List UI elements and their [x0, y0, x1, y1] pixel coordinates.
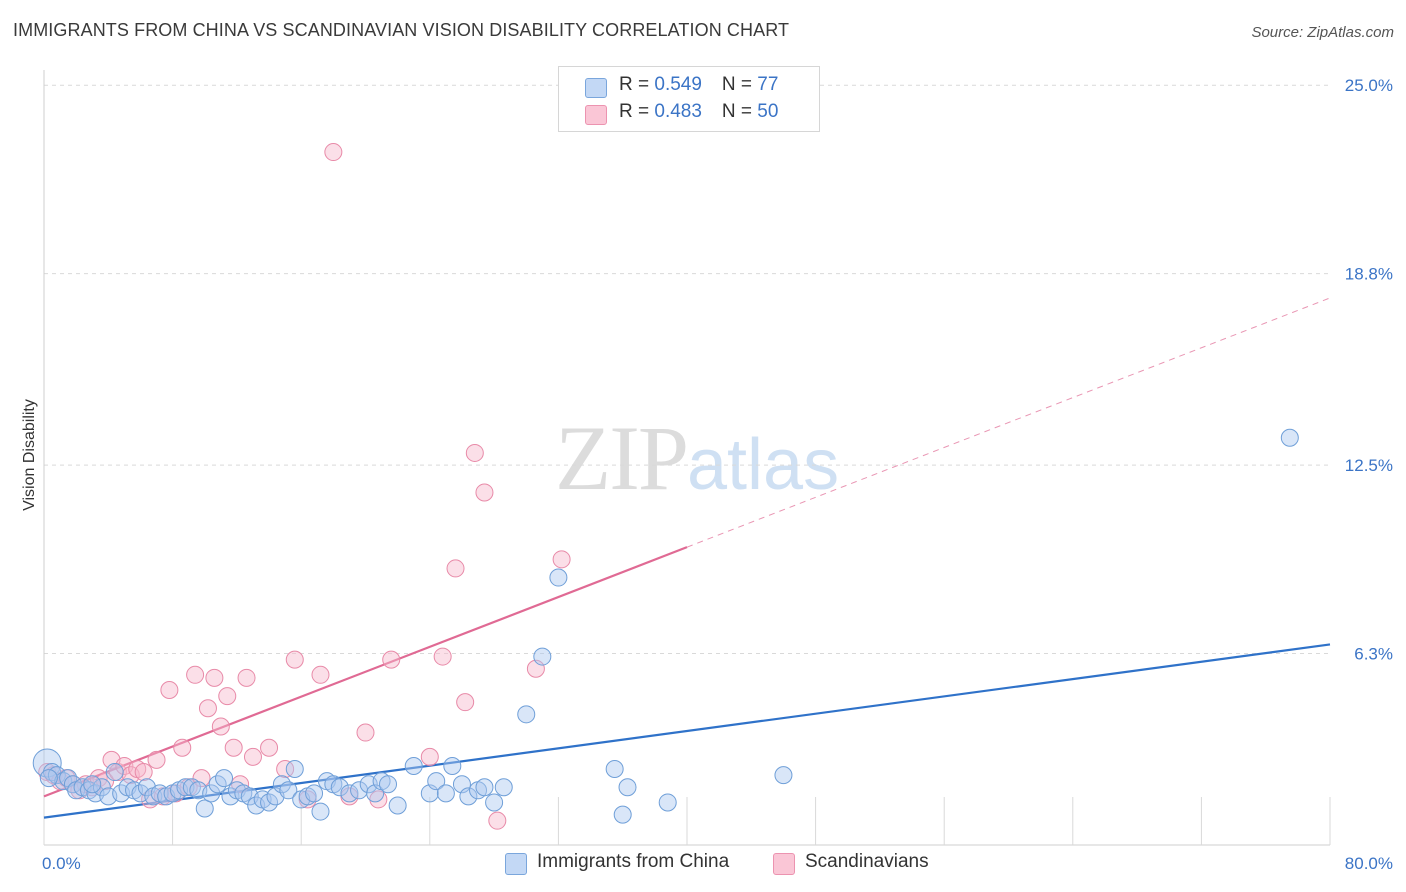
scandinavians-trend-extension [686, 297, 1331, 548]
china-point [605, 760, 624, 779]
china-point [427, 772, 446, 791]
y-tick-label: 25.0% [1345, 76, 1393, 95]
scandinavians-point [433, 647, 452, 666]
scandinavians-point [356, 723, 375, 742]
scandinavians-point [285, 650, 304, 669]
scandinavians-point [237, 668, 256, 687]
scandinavians-point [552, 550, 571, 569]
y-tick-label: 6.3% [1354, 645, 1393, 664]
china-point [92, 778, 111, 797]
scandinavians-point [224, 738, 243, 757]
scandinavians-point [211, 717, 230, 736]
china-point [618, 778, 637, 797]
x-tick-label-max: 80.0% [1345, 854, 1393, 873]
bottom-legend-swatch-scandinavians [773, 853, 795, 875]
china-point [195, 799, 214, 818]
legend-swatch-scandinavians [585, 105, 607, 125]
y-tick-label: 12.5% [1345, 456, 1393, 475]
china-point [485, 793, 504, 812]
scandinavians-point [420, 747, 439, 766]
scandinavians-point [147, 750, 166, 769]
scandinavians-point [173, 738, 192, 757]
x-tick-label-min: 0.0% [42, 854, 81, 873]
china-point [39, 769, 58, 788]
china-point [32, 748, 62, 778]
y-axis-label: Vision Disability [21, 399, 38, 511]
scandinavians-point [488, 811, 507, 830]
china-point [1280, 428, 1299, 447]
legend-swatch-china [585, 78, 607, 98]
scandinavians-point [260, 738, 279, 757]
scandinavians-point [186, 665, 205, 684]
china-point [379, 775, 398, 794]
china-point [285, 760, 304, 779]
china-point [443, 756, 462, 775]
scandinavians-point [160, 681, 179, 699]
scandinavians-point [456, 693, 475, 712]
china-point [436, 784, 455, 803]
scandinavians-point [218, 687, 237, 706]
scandinavians-points [38, 143, 571, 830]
scandinavians-point [475, 483, 494, 502]
legend-r-scandinavians: 0.483 [654, 101, 702, 122]
china-point [305, 784, 324, 803]
y-tick-label: 18.8% [1345, 265, 1393, 284]
china-point [311, 802, 330, 821]
china-point [658, 793, 677, 812]
bottom-legend-label-china: Immigrants from China [537, 851, 730, 872]
scandinavians-point [446, 559, 465, 578]
legend-text-scandinavians: R = 0.483 N = 50 [619, 101, 779, 122]
china-point [774, 766, 793, 785]
scandinavians-point [243, 747, 262, 766]
china-point [54, 772, 73, 791]
china-points [32, 428, 1299, 824]
scandinavians-point [198, 699, 217, 718]
china-point [340, 784, 359, 803]
legend-r-china: 0.549 [654, 74, 702, 95]
bottom-legend-swatch-china [505, 853, 527, 875]
china-point [613, 805, 632, 824]
chart-title: IMMIGRANTS FROM CHINA VS SCANDINAVIAN VI… [13, 20, 790, 40]
china-point [533, 647, 552, 666]
china-point [459, 787, 478, 806]
legend-text-china: R = 0.549 N = 77 [619, 74, 779, 95]
china-point [549, 568, 568, 587]
china-point [202, 784, 221, 803]
china-point [83, 775, 102, 794]
legend-n-scandinavians: 50 [757, 101, 779, 122]
scandinavians-trend-line [43, 546, 688, 798]
china-point [494, 778, 513, 797]
scandinavians-point [311, 665, 330, 684]
scandinavians-point [205, 668, 224, 687]
source-credit: Source: ZipAtlas.com [1251, 24, 1394, 41]
china-point [330, 778, 349, 797]
stats-legend: R = 0.549 N = 77 R = 0.483 N = 50 [558, 66, 820, 132]
trend-lines [43, 297, 1331, 819]
china-point [475, 778, 494, 797]
scandinavians-point [382, 650, 401, 669]
tick-labels: 6.3% 12.5% 18.8% 25.0% 0.0% 80.0% [42, 76, 1393, 873]
china-point [215, 769, 234, 788]
legend-n-china: 77 [757, 74, 779, 95]
bottom-legend-label-scandinavians: Scandinavians [805, 851, 929, 872]
china-trend-line [43, 643, 1331, 819]
grid-lines [44, 84, 1330, 655]
scandinavians-point [192, 769, 211, 788]
scandinavians-point [465, 443, 484, 462]
china-point [105, 763, 124, 782]
axes [43, 70, 1331, 846]
china-point [279, 781, 298, 800]
china-point [517, 705, 536, 724]
china-point [388, 796, 407, 815]
scandinavians-point [276, 760, 295, 779]
scandinavians-point [324, 143, 343, 162]
china-point [404, 756, 423, 775]
scandinavians-point [134, 763, 153, 782]
